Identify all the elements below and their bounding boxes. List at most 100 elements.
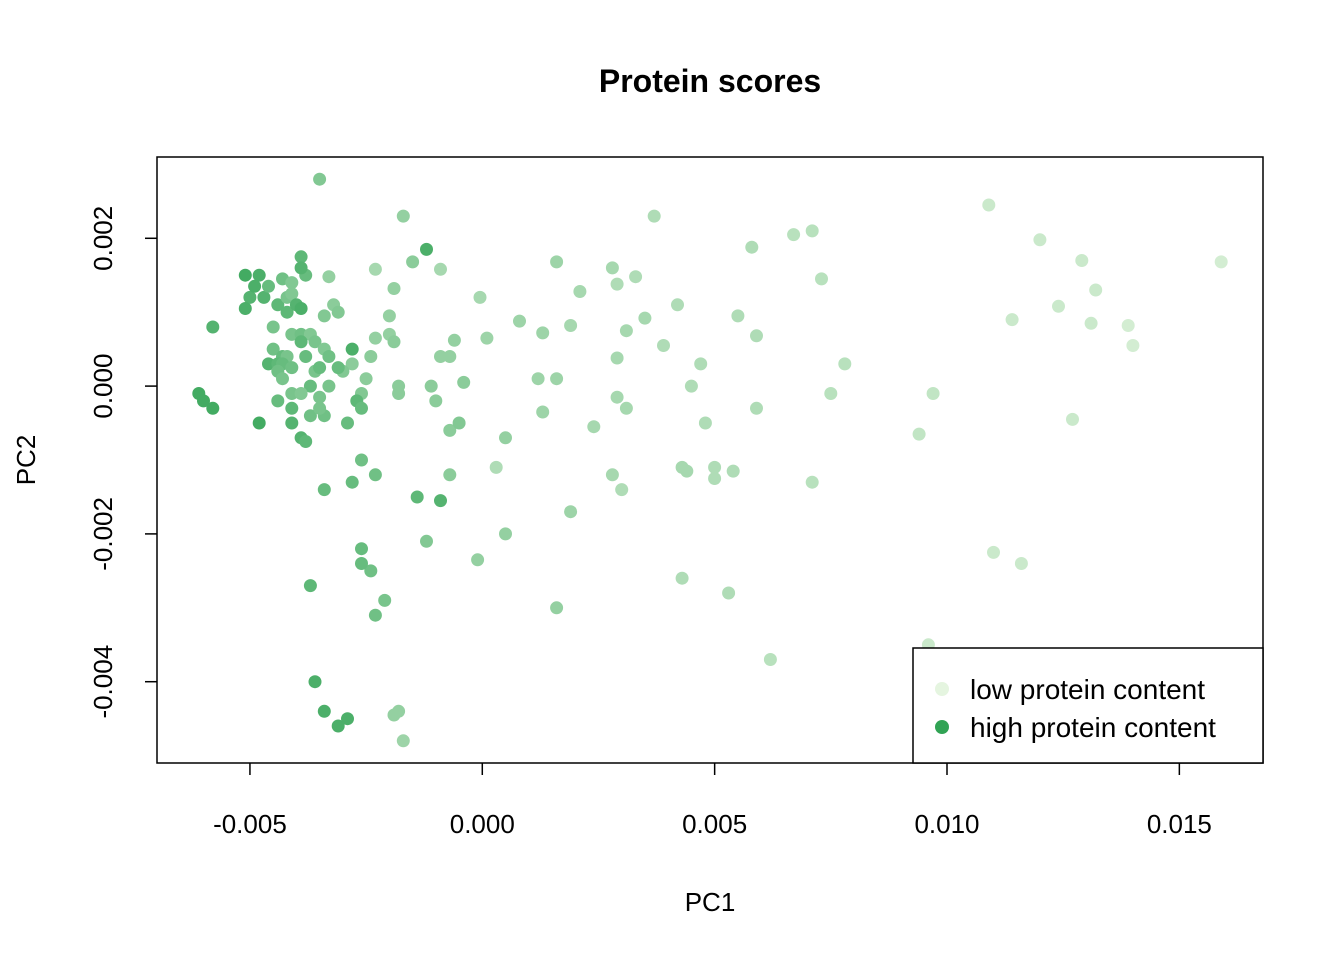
data-point [750, 329, 763, 343]
data-point [243, 290, 257, 304]
data-point [443, 350, 457, 363]
data-point [1126, 339, 1140, 352]
y-axis-title: PC2 [11, 435, 41, 486]
data-point [573, 285, 587, 298]
data-point [815, 272, 828, 286]
data-point [322, 270, 336, 284]
data-point [722, 586, 736, 600]
data-point [420, 534, 433, 548]
data-point [410, 490, 424, 504]
data-point [420, 242, 433, 256]
data-point [317, 483, 331, 497]
data-point [610, 351, 624, 365]
data-point [619, 401, 633, 415]
data-point [564, 319, 578, 332]
data-point [489, 460, 503, 474]
x-tick-label: 0.005 [682, 809, 747, 839]
data-point [619, 324, 633, 338]
data-point [266, 320, 280, 334]
data-point [550, 601, 564, 615]
data-point [317, 309, 331, 323]
x-tick-label: 0.000 [450, 809, 515, 839]
legend-marker-high [935, 720, 949, 734]
data-point [303, 379, 317, 393]
data-point [322, 350, 336, 363]
data-point [499, 527, 512, 541]
data-point [1052, 299, 1065, 313]
data-point [206, 401, 220, 415]
data-point [266, 342, 280, 356]
x-tick-label: 0.015 [1147, 809, 1212, 839]
data-point [657, 339, 670, 352]
data-point [313, 172, 327, 186]
data-point [750, 401, 763, 415]
data-point [387, 335, 401, 349]
data-point [294, 261, 308, 275]
data-point [763, 653, 777, 666]
data-point [499, 431, 512, 445]
data-point [708, 460, 722, 474]
x-axis: -0.005 0.000 0.005 0.010 0.015 [213, 763, 1212, 839]
y-tick-label: -0.004 [88, 645, 118, 719]
data-point [364, 350, 378, 363]
data-point [238, 268, 252, 282]
data-point [271, 298, 285, 312]
y-tick-label: 0.002 [88, 206, 118, 271]
data-point [1033, 233, 1047, 247]
data-point [262, 279, 275, 293]
data-point [629, 270, 643, 284]
data-point [615, 483, 629, 497]
data-point [671, 298, 684, 312]
legend-marker-low [935, 682, 949, 696]
data-point [434, 350, 447, 363]
data-point [285, 327, 299, 341]
data-point [313, 401, 327, 415]
data-point [1075, 254, 1089, 267]
data-point [299, 435, 313, 448]
data-point [368, 262, 382, 276]
plot-frame [156, 156, 1264, 764]
x-tick-label: 0.010 [914, 809, 979, 839]
data-point [331, 305, 345, 319]
data-point [271, 394, 285, 408]
data-point [396, 734, 410, 748]
data-point [1014, 557, 1028, 570]
data-point [392, 387, 406, 400]
data-point [285, 361, 299, 375]
data-point [355, 542, 368, 556]
y-tick-label: -0.002 [88, 497, 118, 571]
data-point [308, 675, 322, 689]
data-point [294, 335, 308, 349]
data-point [912, 427, 926, 441]
data-point [280, 305, 294, 319]
data-point [1066, 412, 1079, 426]
data-point [341, 712, 354, 726]
data-point [345, 357, 359, 371]
legend-label-high: high protein content [970, 712, 1216, 743]
data-point [285, 387, 299, 400]
data-points [192, 172, 1228, 748]
data-point [1121, 319, 1135, 332]
data-point [368, 331, 382, 345]
data-point [550, 372, 564, 386]
data-point [838, 357, 852, 371]
data-point [1084, 316, 1098, 330]
data-point [387, 708, 401, 722]
data-point [341, 416, 354, 430]
data-point [285, 416, 299, 430]
data-point [355, 557, 368, 570]
data-point [308, 335, 322, 349]
y-tick-label: 0.000 [88, 354, 118, 419]
data-point [680, 464, 694, 478]
data-point [1089, 283, 1103, 297]
data-point [587, 420, 601, 434]
data-point [303, 409, 317, 423]
data-point [406, 255, 420, 269]
data-point [285, 287, 299, 301]
data-point [805, 224, 819, 238]
legend-box [912, 647, 1264, 764]
data-point [1005, 313, 1019, 327]
data-point [805, 475, 819, 489]
data-point [457, 375, 471, 389]
data-point [252, 416, 266, 430]
